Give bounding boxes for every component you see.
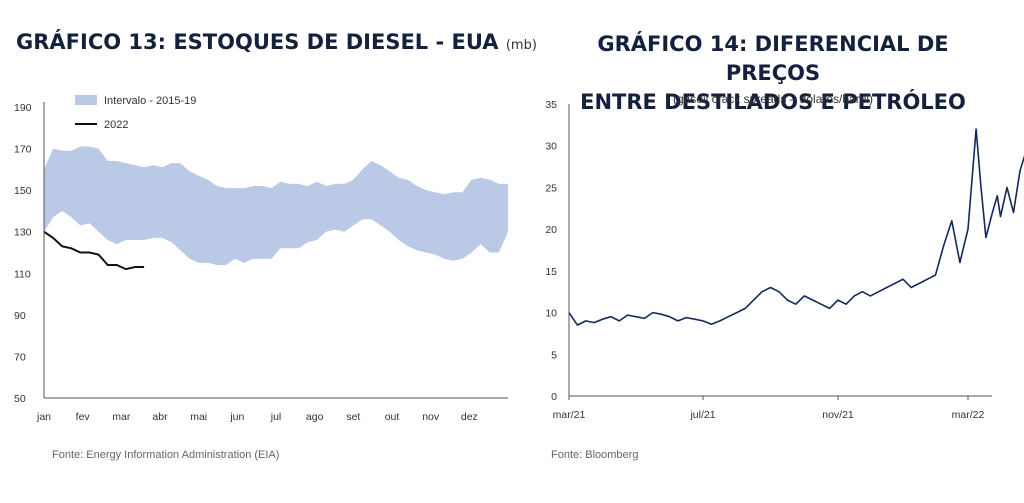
chart13-y-tick-label: 90 [14, 310, 26, 322]
legend-band-label: Intervalo - 2015-19 [104, 95, 196, 107]
chart13-x-tick-label: out [385, 411, 400, 423]
chart14-y-tick-label: 30 [545, 141, 557, 153]
chart13-y-tick-label: 50 [14, 393, 26, 405]
chart14-source: Fonte: Bloomberg [551, 449, 639, 461]
chart13-y-tick-label: 130 [14, 227, 32, 239]
chart13-y-tick-label: 190 [14, 102, 32, 114]
chart14-y-tick-label: 0 [551, 391, 557, 403]
chart13-x-tick-label: mar [112, 411, 131, 423]
chart13-x-tick-label: abr [152, 411, 168, 423]
chart13-y-tick-label: 170 [14, 144, 32, 156]
chart14-x-tick-label: nov/21 [822, 409, 854, 421]
chart13-source: Fonte: Energy Information Administration… [52, 449, 280, 461]
chart13-x-tick-label: jun [229, 411, 244, 423]
chart14-x-tick-label: jul/21 [689, 409, 715, 421]
chart13-unit: (mb) [505, 38, 537, 53]
chart14-subtitle: (gasoil crack spreads – dólares/barril) [672, 92, 874, 106]
chart13-x-tick-label: mai [190, 411, 207, 423]
chart13-x-tick-label: set [346, 411, 360, 423]
chart13-x-tick-label: ago [306, 411, 324, 423]
chart14-title-line1: GRÁFICO 14: DIFERENCIAL DE PREÇOS [597, 32, 949, 85]
chart13-y-tick-label: 150 [14, 185, 32, 197]
chart14-title: GRÁFICO 14: DIFERENCIAL DE PREÇOS ENTRE … [548, 30, 998, 117]
crack-spread-line [568, 128, 1024, 326]
chart14-x-tick-label: mar/21 [553, 409, 586, 421]
chart13-x-tick-label: fev [76, 411, 91, 423]
range-band-2015-19 [44, 146, 508, 265]
chart14-y-tick-label: 35 [545, 99, 557, 111]
chart14-y-tick-label: 10 [545, 308, 557, 320]
chart14-y-tick-label: 5 [551, 349, 557, 361]
chart13-y-tick-label: 70 [14, 351, 26, 363]
chart13-y-tick-label: 110 [14, 268, 31, 280]
series-2022-line [43, 230, 145, 271]
chart14-y-tick-label: 15 [545, 266, 557, 278]
chart13-x-tick-label: dez [461, 411, 478, 423]
chart13-x-tick-label: nov [422, 411, 440, 423]
chart13-title: GRÁFICO 13: ESTOQUES DE DIESEL - EUA (mb… [16, 30, 537, 54]
chart14-y-tick-label: 25 [545, 182, 557, 194]
chart13-x-tick-label: jan [36, 411, 51, 423]
chart13-x-tick-label: jul [270, 411, 282, 423]
chart14-x-tick-label: mar/22 [952, 409, 985, 421]
chart14-title-line2: ENTRE DESTILADOS E PETRÓLEO [580, 90, 966, 114]
chart13-title-text: GRÁFICO 13: ESTOQUES DE DIESEL - EUA [16, 30, 499, 54]
chart14-y-tick-label: 20 [545, 224, 557, 236]
legend-2022-label: 2022 [104, 119, 128, 131]
legend-band-swatch [75, 95, 97, 105]
